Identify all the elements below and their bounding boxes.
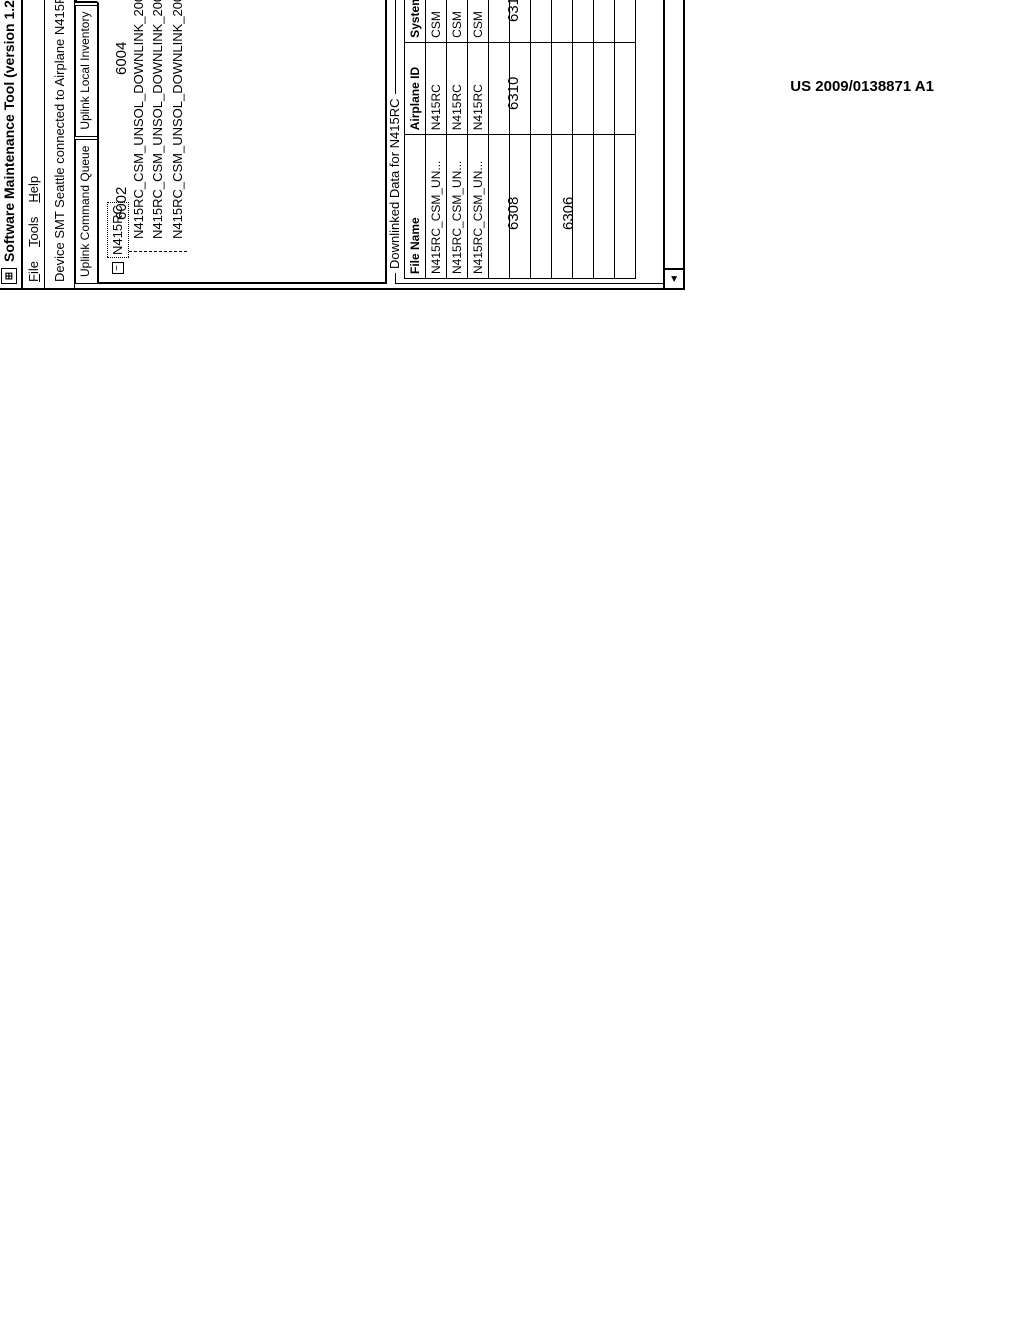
tabstrip: Uplink Command Queue Uplink Local Invent…: [75, 0, 99, 288]
tab-uplink-queue[interactable]: Uplink Command Queue: [75, 139, 99, 284]
device-label: Device SMT Seattle connected to Airplane…: [52, 0, 67, 282]
downlinked-panel: − N415RC N415RC_CSM_UNSOL_DOWNLINK_20070…: [97, 0, 387, 284]
menu-help[interactable]: Help: [26, 176, 41, 203]
menu-file[interactable]: File: [26, 261, 41, 282]
window-title: Software Maintenance Tool (version 1.2): [1, 0, 17, 262]
scroll-left-button[interactable]: ◄: [665, 268, 683, 288]
table-cell: [594, 135, 615, 279]
table-cell: CSM: [447, 0, 468, 42]
menubar: File Tools Help: [23, 0, 45, 288]
table-cell: N415RC: [447, 42, 468, 134]
group-title: Downlinked Data for N415RC: [387, 94, 402, 273]
col-airplane[interactable]: Airplane ID: [405, 42, 426, 134]
scroll-track[interactable]: [665, 0, 683, 268]
app-icon: ⊞: [1, 268, 17, 284]
table-cell: [531, 0, 552, 42]
connection-toolbar: Device SMT Seattle connected to Airplane…: [45, 0, 75, 288]
app-window: ⊞ Software Maintenance Tool (version 1.2…: [0, 0, 685, 290]
tab-local-inventory[interactable]: Uplink Local Inventory: [75, 5, 99, 137]
callout-6308: 6308: [505, 197, 522, 230]
callout-6312: 6312: [505, 0, 522, 22]
figure-area: ⊞ Software Maintenance Tool (version 1.2…: [0, 0, 1024, 290]
downlinked-data-group: Downlinked Data for N415RC File Name Air…: [395, 0, 665, 284]
table-row-empty: [510, 0, 531, 279]
table-cell: [552, 42, 573, 134]
table-cell: [615, 0, 636, 42]
table-row-empty: [594, 0, 615, 279]
table-row-empty: [615, 0, 636, 279]
table-cell: CSM: [468, 0, 489, 42]
callout-6004: 6004: [113, 42, 130, 75]
col-system[interactable]: System: [405, 0, 426, 42]
table-cell: N415RC_CSM_UN...: [468, 135, 489, 279]
callout-6310: 6310: [505, 77, 522, 110]
table-header-row: File Name Airplane ID System Applic... D…: [405, 0, 426, 279]
table-row[interactable]: N415RC_CSM_UN...N415RCCSMCSMUNSOL_DO...C…: [468, 0, 489, 279]
table-cell: [531, 135, 552, 279]
table-cell: CSM: [426, 0, 447, 42]
tree-item[interactable]: N415RC_CSM_UNSOL_DOWNLINK_20070913225418…: [168, 0, 188, 239]
table-cell: [615, 42, 636, 134]
tree-item[interactable]: N415RC_CSM_UNSOL_DOWNLINK_20070913225426…: [129, 0, 149, 239]
table-cell: [531, 42, 552, 134]
table-cell: [615, 135, 636, 279]
table-cell: [594, 42, 615, 134]
callout-6306: 6306: [560, 197, 577, 230]
table-cell: [594, 0, 615, 42]
table-cell: [573, 42, 594, 134]
table-row-empty: [531, 0, 552, 279]
expand-icon[interactable]: −: [112, 262, 124, 274]
table-row-empty: [489, 0, 510, 279]
menu-tools[interactable]: Tools: [26, 217, 41, 247]
table-row-empty: [573, 0, 594, 279]
downlinked-table: File Name Airplane ID System Applic... D…: [404, 0, 636, 279]
table-cell: N415RC_CSM_UN...: [447, 135, 468, 279]
table-cell: N415RC_CSM_UN...: [426, 135, 447, 279]
tab-downlinked-files[interactable]: Downlinked Files: [75, 0, 99, 3]
titlebar: ⊞ Software Maintenance Tool (version 1.2…: [0, 0, 23, 288]
callout-6002: 6002: [113, 187, 130, 220]
table-cell: N415RC: [426, 42, 447, 134]
table-cell: N415RC: [468, 42, 489, 134]
col-file[interactable]: File Name: [405, 135, 426, 279]
statusbar: ◄ ►: [663, 0, 683, 288]
table-cell: [552, 0, 573, 42]
table-row[interactable]: N415RC_CSM_UN...N415RCCSMCSMUNSOL_DO...C…: [426, 0, 447, 279]
tree-item[interactable]: N415RC_CSM_UNSOL_DOWNLINK_20070913225411…: [148, 0, 168, 239]
table-row-empty: [552, 0, 573, 279]
table-row[interactable]: N415RC_CSM_UN...N415RCCSMCSMUNSOL_DO...C…: [447, 0, 468, 279]
table-cell: [573, 0, 594, 42]
